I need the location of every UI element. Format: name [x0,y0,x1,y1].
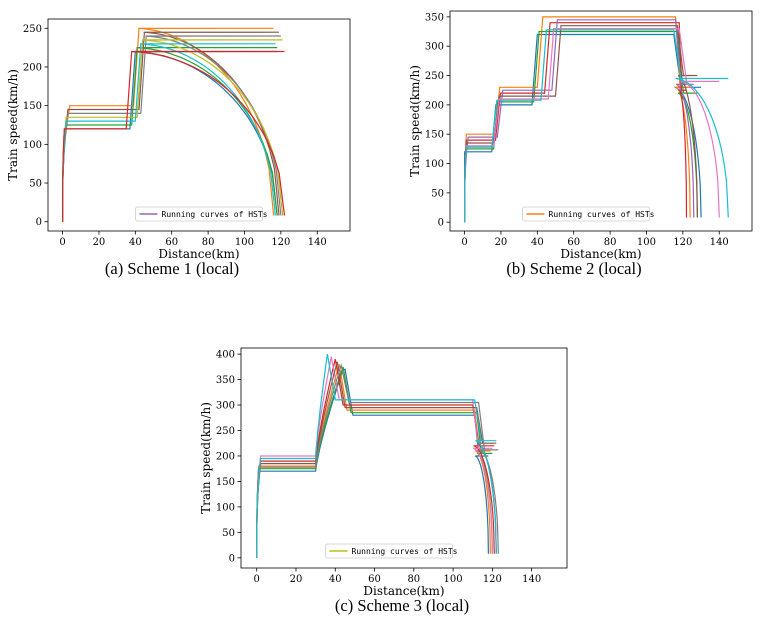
legend-label: Running curves of HSTs [549,210,655,219]
series-line-hst-1 [61,50,278,222]
x-tick-label: 120 [483,574,502,585]
y-tick-label: 100 [23,140,42,151]
series-line-hst-6 [464,25,698,223]
series-line-hst-3 [464,30,698,223]
x-axis-label: Distance(km) [158,247,239,261]
legend-box [135,206,263,222]
x-tick-label: 120 [673,237,692,248]
series-line-hst-7 [62,43,276,222]
series-line-hst-4 [464,22,688,223]
series-line-hst-5 [464,19,695,223]
series-line-hst-3 [256,366,493,558]
series-line-hst-6 [256,361,497,558]
x-tick-label: 140 [308,237,327,248]
x-tick-label: 0 [254,574,260,585]
y-tick-label: 150 [23,101,42,112]
y-tick-label: 200 [425,100,444,111]
y-tick-label: 0 [229,553,235,564]
x-tick-label: 40 [531,237,544,248]
chart-scheme-3: 0 20 40 60 80 100 120 140 0 50 100 150 200 250 300 350 4… [199,347,568,615]
y-tick-label: 200 [23,62,42,73]
x-tick-label: 140 [522,574,541,585]
x-tick-label: 20 [290,574,303,585]
y-tick-label: 250 [23,24,42,35]
x-tick-label: 100 [235,237,254,248]
x-axis-label: Distance(km) [363,584,444,598]
y-axis-label: Train speed(km/h) [6,69,20,181]
x-tick-label: 40 [129,237,142,248]
x-tick-label: 20 [93,237,106,248]
x-tick-label: 0 [59,237,65,248]
y-tick-label: 100 [216,502,235,513]
y-tick-label: 300 [425,42,444,53]
series-line-hst-8 [61,50,286,222]
y-tick-label: 400 [216,350,235,361]
x-tick-label: 80 [202,237,215,248]
x-tick-label: 60 [368,574,381,585]
series-line-hst-8 [464,29,729,223]
legend-label: Running curves of HSTs [352,547,458,556]
plot-frame [47,18,351,232]
x-tick-label: 80 [604,237,617,248]
x-tick-label: 20 [495,237,508,248]
chart-scheme-2: 0 20 40 60 80 100 120 140 0 50 100 150 200 250 300 350 D… [408,10,753,278]
x-tick-label: 60 [567,237,580,248]
series-line-hst-6 [62,39,284,222]
x-tick-label: 100 [637,237,656,248]
x-axis-label: Distance(km) [560,247,641,261]
y-tick-label: 0 [438,218,444,229]
y-axis-label: Train speed(km/h) [199,402,213,514]
y-tick-label: 50 [431,188,444,199]
x-tick-label: 60 [165,237,178,248]
chart-scheme-1: 0 20 40 60 80 100 120 140 0 50 100 150 200 250 Distanc… [6,18,351,278]
x-tick-label: 120 [271,237,290,248]
figure-caption: (c) Scheme 3 (local) [335,596,469,615]
series-line-hst-2 [464,16,691,223]
x-tick-label: 80 [407,574,420,585]
plot-frame [240,347,568,569]
figure-caption: (a) Scheme 1 (local) [105,259,239,278]
y-tick-label: 200 [216,451,235,462]
y-axis-label: Train speed(km/h) [408,65,422,177]
y-tick-label: 50 [222,528,235,539]
series-line-hst-1 [464,33,702,223]
y-tick-label: 150 [425,130,444,141]
y-tick-label: 350 [216,375,235,386]
y-tick-label: 250 [216,426,235,437]
figure-caption: (b) Scheme 2 (local) [506,259,641,278]
y-tick-label: 350 [425,12,444,23]
series-line-hst-8 [256,353,497,558]
x-tick-label: 140 [710,237,729,248]
legend-label: Running curves of HSTs [162,210,268,219]
series-line-hst-5 [256,356,493,558]
legend-box [522,206,650,222]
y-tick-label: 300 [216,401,235,412]
y-tick-label: 250 [425,71,444,82]
plot-frame [449,10,753,232]
y-tick-label: 150 [216,477,235,488]
series-line-hst-3 [62,46,278,222]
y-tick-label: 50 [29,179,42,190]
legend-box [325,543,453,559]
y-tick-label: 0 [36,217,42,228]
x-tick-label: 0 [461,237,467,248]
y-tick-label: 100 [425,159,444,170]
x-tick-label: 40 [329,574,342,585]
series-line-hst-4 [62,31,280,222]
x-tick-label: 100 [444,574,463,585]
